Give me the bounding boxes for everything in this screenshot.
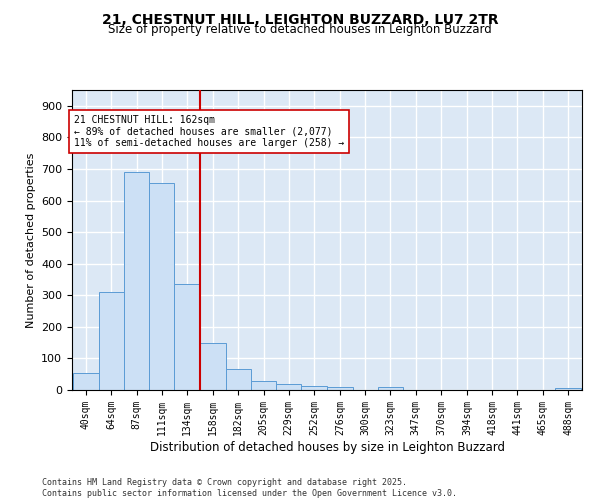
Text: 21 CHESTNUT HILL: 162sqm
← 89% of detached houses are smaller (2,077)
11% of sem: 21 CHESTNUT HILL: 162sqm ← 89% of detach… xyxy=(74,116,344,148)
Bar xyxy=(73,372,99,390)
Bar xyxy=(277,384,301,390)
Bar xyxy=(99,292,124,390)
Bar xyxy=(377,387,403,390)
X-axis label: Distribution of detached houses by size in Leighton Buzzard: Distribution of detached houses by size … xyxy=(149,440,505,454)
Bar xyxy=(174,284,200,390)
Bar xyxy=(149,183,174,390)
Bar xyxy=(124,172,149,390)
Bar xyxy=(327,387,353,390)
Text: Contains HM Land Registry data © Crown copyright and database right 2025.
Contai: Contains HM Land Registry data © Crown c… xyxy=(42,478,457,498)
Y-axis label: Number of detached properties: Number of detached properties xyxy=(26,152,35,328)
Bar xyxy=(555,388,581,390)
Text: 21, CHESTNUT HILL, LEIGHTON BUZZARD, LU7 2TR: 21, CHESTNUT HILL, LEIGHTON BUZZARD, LU7… xyxy=(101,12,499,26)
Bar xyxy=(251,380,277,390)
Bar xyxy=(200,342,226,390)
Text: Size of property relative to detached houses in Leighton Buzzard: Size of property relative to detached ho… xyxy=(108,22,492,36)
Bar xyxy=(301,386,327,390)
Bar xyxy=(226,370,251,390)
